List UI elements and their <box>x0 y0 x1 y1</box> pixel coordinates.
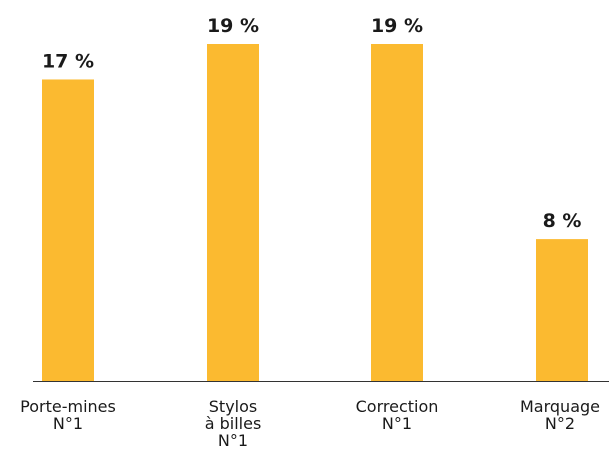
category-label-2-line-1: N°1 <box>382 414 412 433</box>
bar-2 <box>371 44 423 381</box>
category-label-3: Marquage N°2 <box>520 397 600 433</box>
bars-group <box>42 44 588 381</box>
category-label-2-line-0: Correction <box>356 397 439 416</box>
category-label-1: Stylos à billes N°1 <box>205 397 262 450</box>
value-label-2: 19 % <box>371 15 423 37</box>
bar-0 <box>42 79 94 381</box>
category-label-3-line-1: N°2 <box>545 414 575 433</box>
value-label-0: 17 % <box>42 50 94 72</box>
category-label-0: Porte-mines N°1 <box>20 397 116 433</box>
bar-1 <box>207 44 259 381</box>
category-label-1-line-0: Stylos <box>209 397 257 416</box>
value-label-3: 8 % <box>543 210 582 232</box>
value-label-1: 19 % <box>207 15 259 37</box>
category-label-2: Correction N°1 <box>356 397 439 433</box>
category-label-0-line-0: Porte-mines <box>20 397 116 416</box>
category-label-1-line-1: à billes <box>205 414 262 433</box>
category-label-0-line-1: N°1 <box>53 414 83 433</box>
bar-3 <box>536 239 588 381</box>
category-label-3-line-0: Marquage <box>520 397 600 416</box>
value-labels-group: 17 % 19 % 19 % 8 % <box>42 15 581 232</box>
category-label-1-line-2: N°1 <box>218 431 248 450</box>
